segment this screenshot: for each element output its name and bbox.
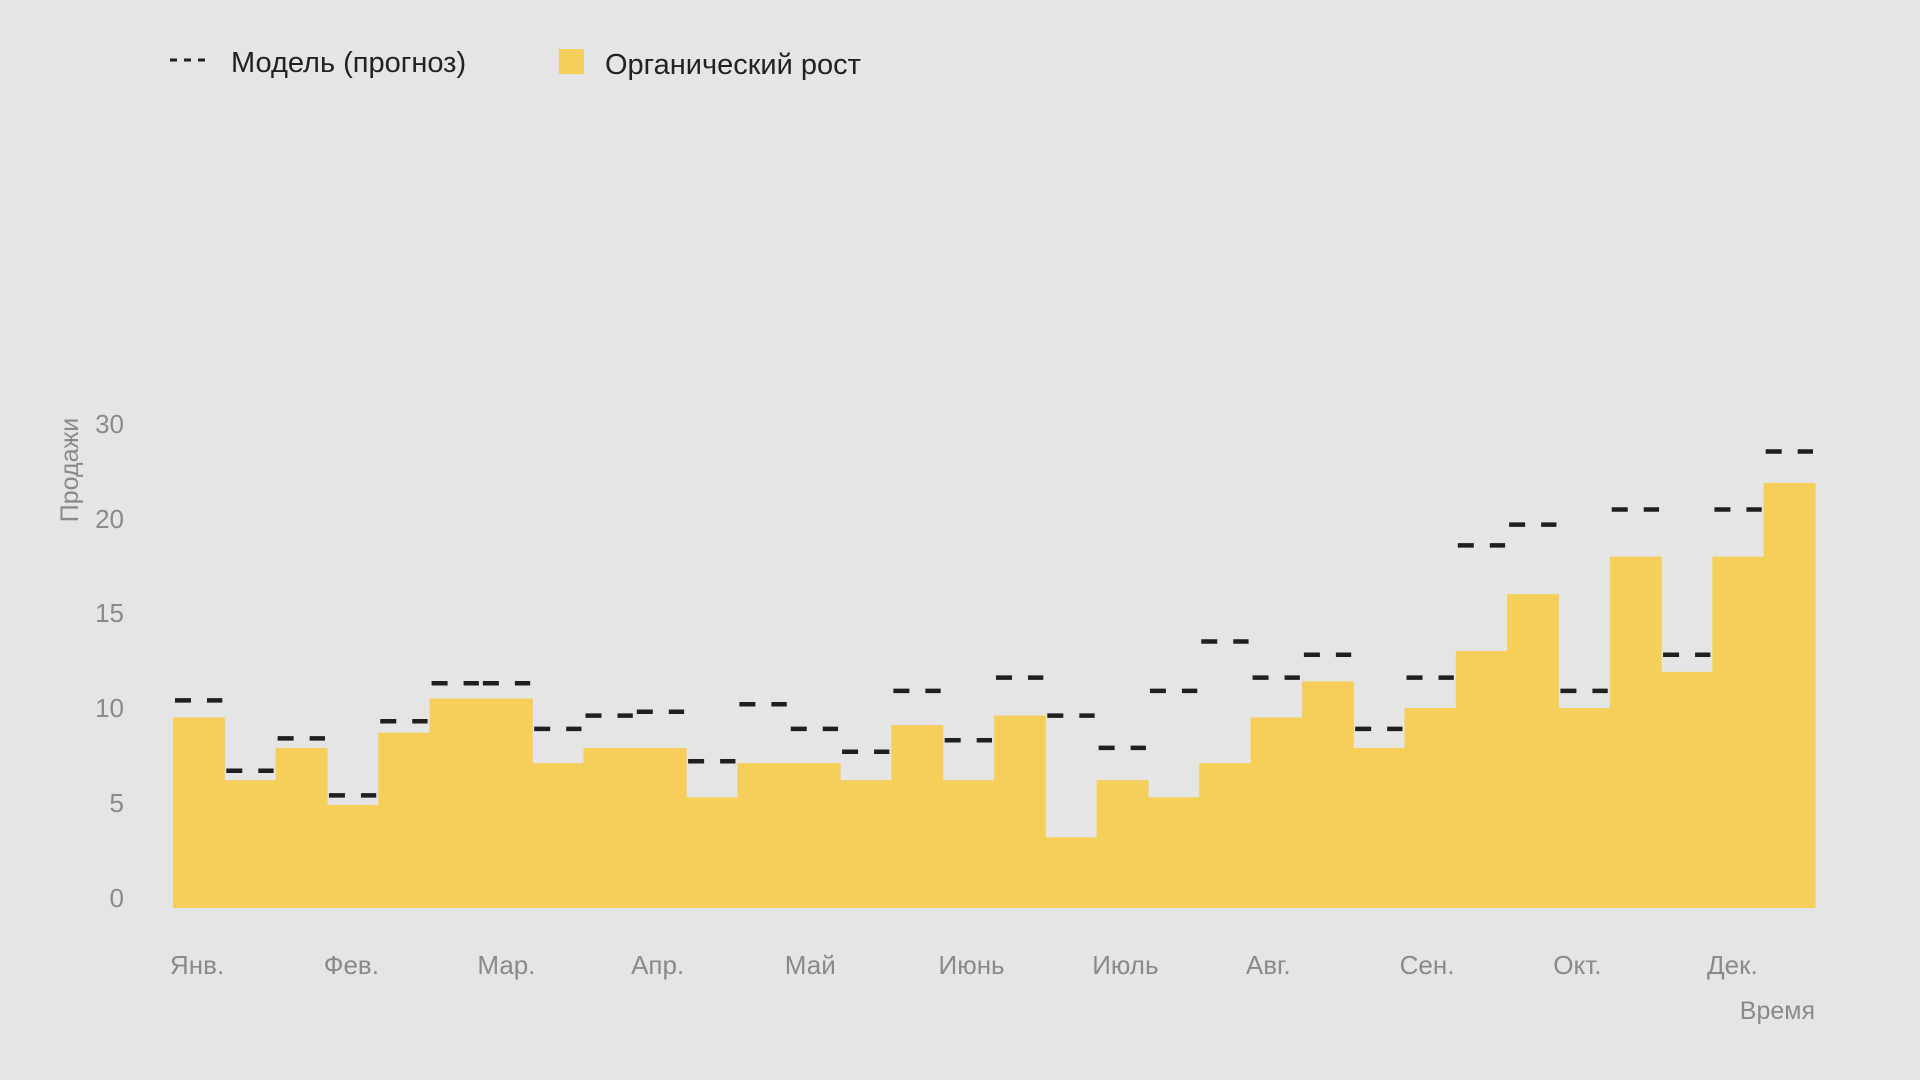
legend-label-organic: Органический рост	[605, 49, 861, 81]
bar	[326, 804, 379, 908]
bar	[1558, 708, 1611, 908]
bar	[1609, 556, 1662, 908]
y-tick-label: 0	[110, 883, 124, 913]
bar	[737, 763, 790, 908]
bar	[1147, 797, 1200, 908]
bar	[1353, 747, 1406, 908]
bar	[173, 717, 225, 908]
bar	[1301, 681, 1354, 908]
bar	[1712, 556, 1765, 908]
x-tick-label: Фев.	[324, 950, 379, 980]
forecast-series	[175, 449, 1813, 798]
y-tick-label: 5	[110, 788, 124, 818]
bar	[1455, 651, 1508, 908]
bar	[583, 747, 636, 908]
bar	[224, 780, 277, 908]
legend-bar-swatch	[559, 49, 584, 74]
bar	[378, 732, 431, 908]
y-axis-title: Продажи	[56, 418, 84, 522]
bar	[1763, 482, 1816, 908]
x-tick-label: Июль	[1092, 950, 1158, 980]
y-tick-label: 15	[95, 598, 124, 628]
x-tick-label: Апр.	[631, 950, 684, 980]
bar	[1507, 594, 1560, 908]
bar	[1404, 708, 1457, 908]
legend-label-model: Модель (прогноз)	[231, 47, 466, 79]
bar	[840, 780, 892, 908]
y-axis-ticks: 0 5 10 15 20 30	[95, 409, 124, 913]
bar	[1661, 671, 1713, 908]
bar	[994, 715, 1046, 908]
x-tick-label: Июнь	[939, 950, 1005, 980]
y-tick-label: 10	[95, 693, 124, 723]
bar	[480, 698, 533, 908]
bar	[1199, 763, 1252, 908]
x-tick-label: Дек.	[1707, 950, 1758, 980]
x-tick-label: Окт.	[1553, 950, 1601, 980]
bar	[634, 747, 687, 908]
x-axis-title: Время	[1740, 997, 1815, 1025]
legend: Модель (прогноз) Органический рост	[170, 47, 861, 81]
y-tick-label: 30	[95, 409, 124, 439]
bar	[1096, 780, 1149, 908]
y-tick-label: 20	[95, 504, 124, 534]
bar	[686, 797, 739, 908]
x-tick-label: Янв.	[170, 950, 224, 980]
bar	[1045, 837, 1098, 908]
bar	[532, 763, 585, 908]
x-tick-label: Мар.	[477, 950, 535, 980]
x-tick-label: Авг.	[1246, 950, 1291, 980]
bar-series	[173, 482, 1816, 908]
x-axis-ticks: Янв. Фев. Мар. Апр. Май Июнь Июль Авг. Сен. Окт. Д…	[170, 950, 1758, 980]
bar	[942, 780, 995, 908]
x-tick-label: Сен.	[1400, 950, 1455, 980]
bar	[1250, 717, 1303, 908]
bar	[788, 763, 841, 908]
x-tick-label: Май	[785, 950, 836, 980]
bar	[891, 725, 944, 908]
bar	[429, 698, 482, 908]
bar	[275, 747, 328, 908]
